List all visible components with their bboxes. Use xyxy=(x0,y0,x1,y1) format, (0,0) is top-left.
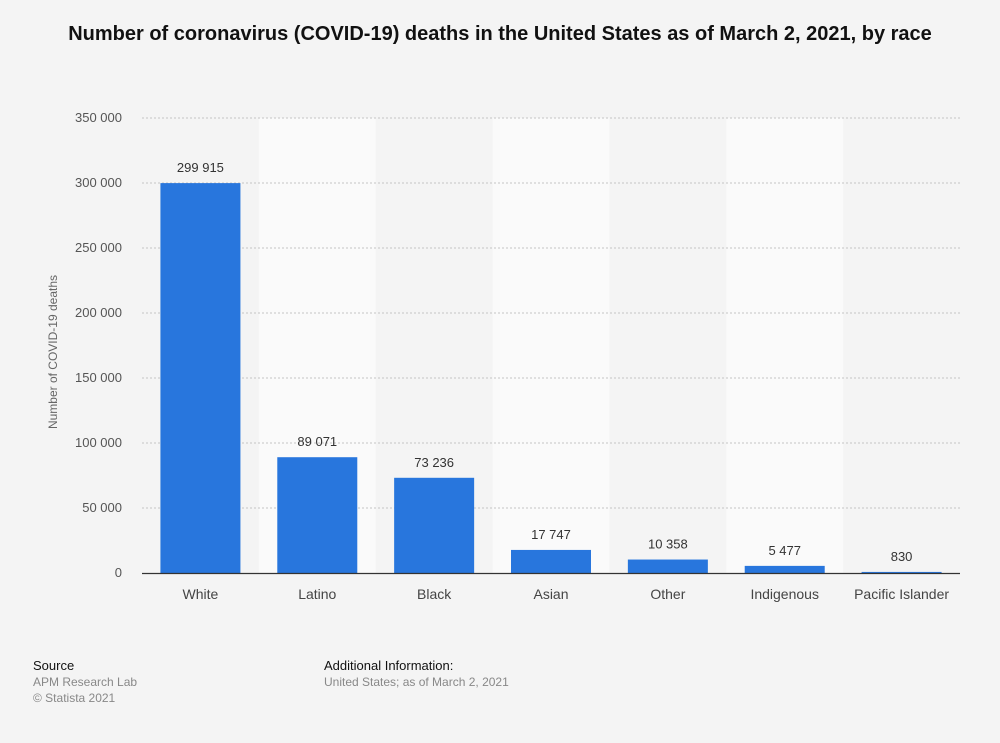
source-line-2: © Statista 2021 xyxy=(33,691,116,705)
x-tick-label: White xyxy=(183,586,219,602)
y-tick-label: 0 xyxy=(115,565,122,580)
y-tick-label: 50 000 xyxy=(82,500,122,515)
bar xyxy=(511,549,591,573)
data-label: 17 747 xyxy=(531,527,571,542)
bar xyxy=(394,477,475,573)
data-label: 299 915 xyxy=(177,160,224,175)
x-tick-label: Asian xyxy=(533,586,568,602)
bar xyxy=(277,457,358,573)
chart-title: Number of coronavirus (COVID-19) deaths … xyxy=(68,23,932,45)
bar xyxy=(627,559,708,573)
data-label: 10 358 xyxy=(648,537,688,552)
x-tick-label: Latino xyxy=(298,586,336,602)
y-tick-label: 250 000 xyxy=(75,240,122,255)
plot-band xyxy=(492,118,610,573)
bar xyxy=(861,571,942,573)
y-tick-label: 150 000 xyxy=(75,370,122,385)
data-label: 89 071 xyxy=(297,434,337,449)
x-tick-label: Indigenous xyxy=(750,586,819,602)
info-heading: Additional Information: xyxy=(324,658,454,673)
bar xyxy=(744,565,825,573)
data-label: 73 236 xyxy=(414,455,454,470)
footer-source: Source APM Research Lab © Statista 2021 xyxy=(33,658,137,706)
x-tick-label: Other xyxy=(650,586,685,602)
source-heading: Source xyxy=(33,658,75,673)
source-line-1: APM Research Lab xyxy=(33,675,138,689)
bar xyxy=(160,183,241,573)
x-tick-label: Pacific Islander xyxy=(854,586,949,602)
y-tick-label: 300 000 xyxy=(75,175,122,190)
y-axis-title: Number of COVID-19 deaths xyxy=(46,274,60,430)
x-tick-label: Black xyxy=(417,586,452,602)
data-label: 830 xyxy=(891,549,913,564)
y-tick-label: 350 000 xyxy=(75,110,122,125)
data-label: 5 477 xyxy=(768,543,801,558)
y-tick-label: 200 000 xyxy=(75,305,122,320)
info-line-1: United States; as of March 2, 2021 xyxy=(324,675,509,689)
plot-band xyxy=(726,118,844,573)
y-tick-label: 100 000 xyxy=(75,435,122,450)
footer-additional-info: Additional Information: United States; a… xyxy=(324,658,509,690)
